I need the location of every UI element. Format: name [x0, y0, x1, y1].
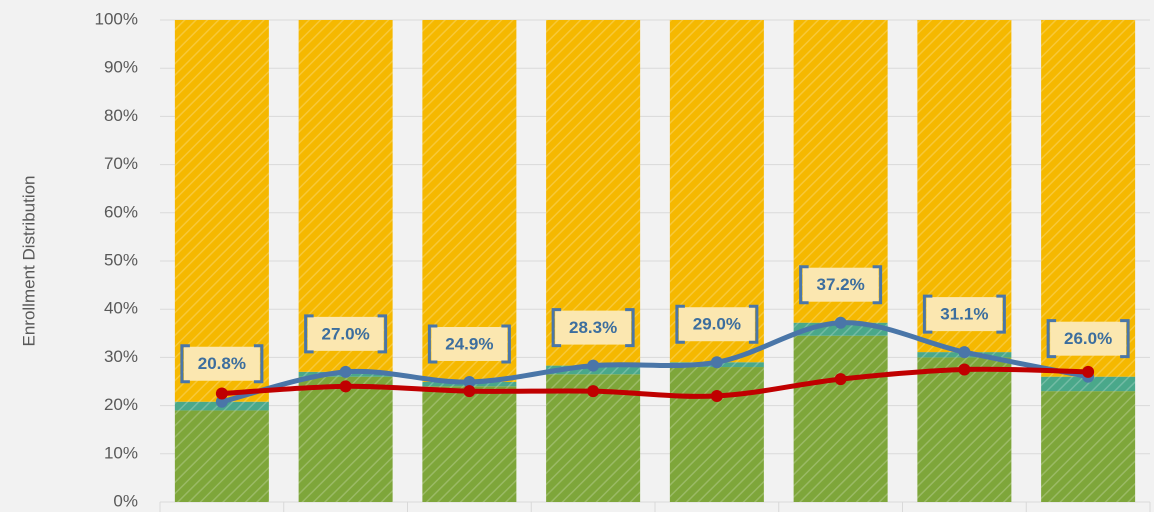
- bar-hatch: [1041, 376, 1136, 392]
- y-axis-title: Enrollment Distribution: [19, 175, 38, 346]
- data-label: 20.8%: [198, 354, 246, 373]
- bar-hatch: [917, 357, 1012, 502]
- y-tick-label: 90%: [104, 58, 138, 77]
- line-point: [710, 389, 723, 402]
- bar-hatch: [793, 335, 888, 502]
- data-label: 26.0%: [1064, 329, 1112, 348]
- data-label: 27.0%: [322, 324, 370, 343]
- bar-hatch: [1041, 20, 1136, 377]
- line-point: [1082, 365, 1095, 378]
- line-point: [834, 373, 847, 386]
- bar-hatch: [422, 20, 517, 382]
- label-box: [307, 316, 384, 351]
- y-tick-label: 60%: [104, 202, 138, 221]
- label-box: [802, 267, 879, 302]
- line-point: [463, 375, 476, 388]
- line-point: [587, 359, 600, 372]
- data-label: 28.3%: [569, 318, 617, 337]
- line-point: [339, 365, 352, 378]
- line-point: [958, 363, 971, 376]
- bar-hatch: [546, 20, 641, 366]
- line-point: [834, 316, 847, 329]
- line-point: [587, 385, 600, 398]
- data-label: 37.2%: [817, 275, 865, 294]
- bar-hatch: [174, 20, 269, 402]
- label-bracket: [1046, 319, 1130, 359]
- y-tick-label: 0%: [113, 491, 138, 510]
- label-bracket: [427, 324, 511, 364]
- label-bracket: [551, 308, 635, 348]
- label-box: [183, 346, 260, 381]
- bar-hatch: [1041, 391, 1136, 502]
- y-tick-label: 20%: [104, 395, 138, 414]
- label-bracket: [922, 294, 1006, 334]
- y-tick-label: 70%: [104, 154, 138, 173]
- data-label: 29.0%: [693, 315, 741, 334]
- label-box: [926, 297, 1003, 332]
- label-box: [555, 310, 632, 345]
- y-tick-label: 30%: [104, 347, 138, 366]
- bar-hatch: [422, 386, 517, 502]
- y-tick-label: 10%: [104, 443, 138, 462]
- y-tick-label: 40%: [104, 299, 138, 318]
- bar-hatch: [298, 376, 393, 502]
- bar-hatch: [298, 20, 393, 372]
- line-point: [958, 346, 971, 359]
- data-label: 31.1%: [940, 305, 988, 324]
- label-bracket: [675, 304, 759, 344]
- label-bracket: [180, 344, 264, 384]
- line-point: [339, 380, 352, 393]
- label-box: [1050, 321, 1127, 356]
- y-tick-label: 80%: [104, 106, 138, 125]
- line-point: [710, 356, 723, 369]
- label-bracket: [304, 314, 388, 354]
- line-point: [215, 387, 228, 400]
- bar-hatch: [669, 20, 764, 363]
- bar-hatch: [917, 20, 1012, 353]
- line-point: [463, 385, 476, 398]
- y-tick-label: 50%: [104, 250, 138, 269]
- y-tick-label: 100%: [95, 9, 138, 28]
- bar-hatch: [669, 367, 764, 502]
- label-box: [678, 307, 755, 342]
- label-bracket: [799, 265, 883, 305]
- data-label: 24.9%: [445, 334, 493, 353]
- label-box: [431, 326, 508, 361]
- bar-hatch: [174, 410, 269, 502]
- line-series: [219, 320, 1091, 405]
- line-series: [219, 366, 1091, 399]
